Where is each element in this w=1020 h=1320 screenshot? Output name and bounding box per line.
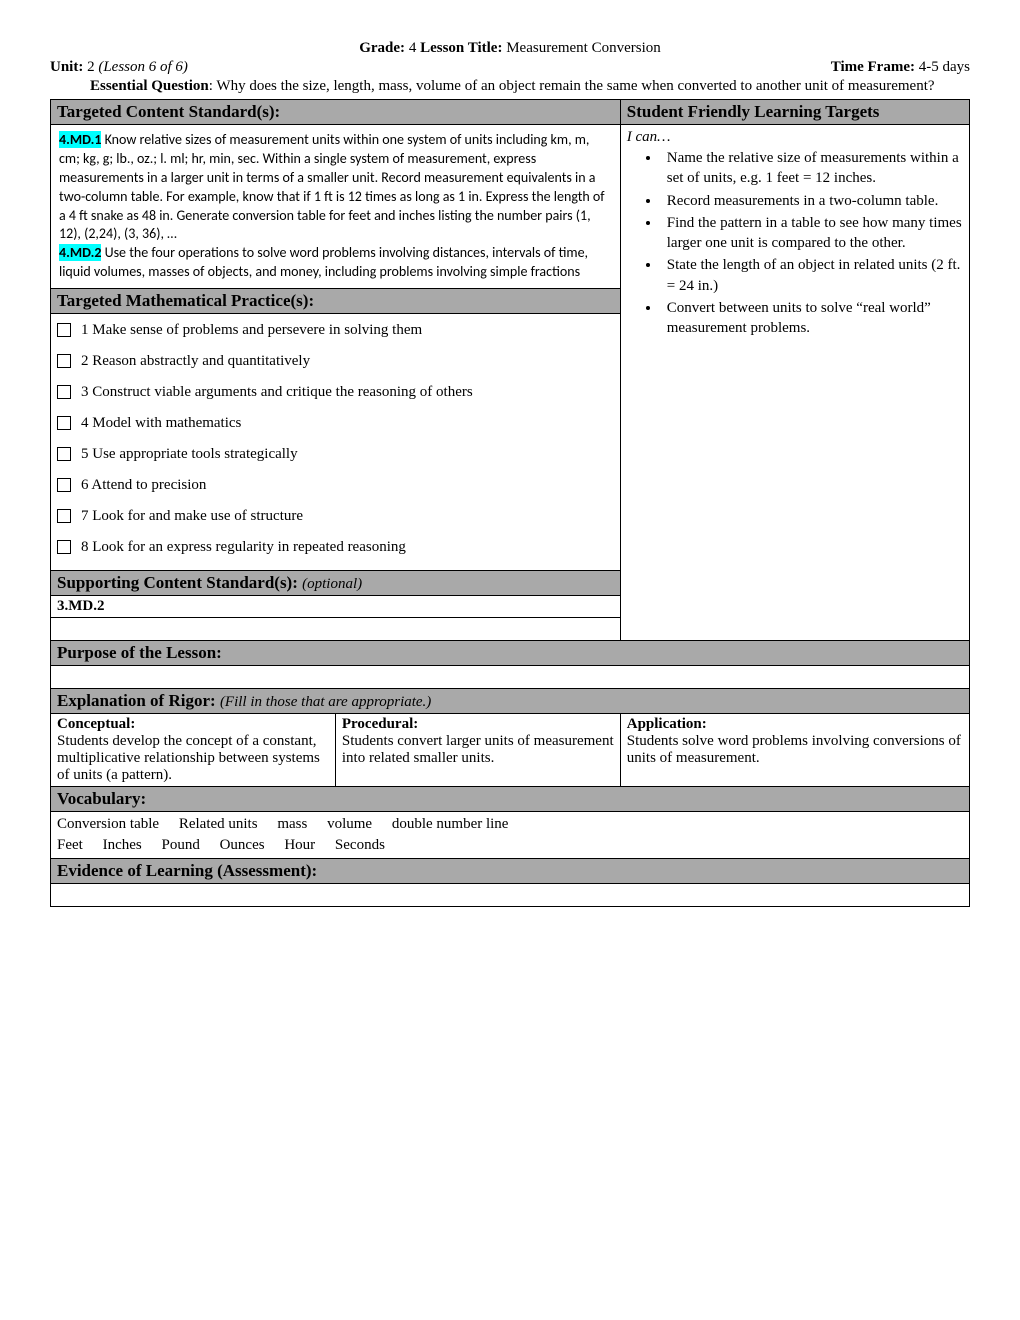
practice-text: 1 Make sense of problems and persevere i… [81, 320, 422, 341]
lesson-title-label: Lesson Title: [420, 40, 502, 56]
checkbox-icon[interactable] [57, 354, 71, 368]
checkbox-icon[interactable] [57, 447, 71, 461]
unit-value: 2 [83, 59, 98, 75]
targeted-content-header: Targeted Content Standard(s): [51, 100, 621, 125]
procedural-text: Students convert larger units of measure… [342, 733, 614, 767]
std1-code: 4.MD.1 [59, 131, 101, 148]
grade-label: Grade: [359, 40, 405, 56]
vocab-term: Hour [284, 837, 315, 853]
practice-item: 6 Attend to precision [57, 475, 614, 496]
spacer-row [51, 618, 621, 641]
vocab-cell: Conversion table Related units mass volu… [51, 812, 970, 859]
learning-targets-header: Student Friendly Learning Targets [620, 100, 969, 125]
practice-item: 7 Look for and make use of structure [57, 506, 614, 527]
vocab-term: mass [277, 816, 307, 832]
std2-text: Use the four operations to solve word pr… [59, 244, 588, 280]
checkbox-icon[interactable] [57, 540, 71, 554]
evidence-cell [51, 884, 970, 907]
lesson-title-value: Measurement Conversion [502, 40, 660, 56]
vocab-term: Feet [57, 837, 83, 853]
practice-item: 4 Model with mathematics [57, 413, 614, 434]
std2-code: 4.MD.2 [59, 244, 101, 261]
vocab-term: volume [327, 816, 372, 832]
conceptual-label: Conceptual: [57, 716, 329, 733]
vocab-term: Seconds [335, 837, 385, 853]
content-standards-cell: 4.MD.1 Know relative sizes of measuremen… [51, 125, 621, 289]
vocab-header: Vocabulary: [51, 787, 970, 812]
practice-item: 2 Reason abstractly and quantitatively [57, 351, 614, 372]
checkbox-icon[interactable] [57, 385, 71, 399]
procedural-cell: Procedural: Students convert larger unit… [335, 714, 620, 787]
target-item: Convert between units to solve “real wor… [661, 298, 963, 339]
practice-text: 7 Look for and make use of structure [81, 506, 303, 527]
rigor-note: (Fill in those that are appropriate.) [220, 694, 431, 710]
supporting-header-text: Supporting Content Standard(s): [57, 573, 302, 592]
i-can-text: I can… [627, 129, 671, 145]
vocab-term: Inches [103, 837, 142, 853]
conceptual-text: Students develop the concept of a consta… [57, 733, 329, 784]
learning-targets-cell: I can… Name the relative size of measure… [620, 125, 969, 641]
practice-text: 2 Reason abstractly and quantitatively [81, 351, 310, 372]
practice-item: 8 Look for an express regularity in repe… [57, 537, 614, 558]
target-item: Find the pattern in a table to see how m… [661, 213, 963, 254]
rigor-header-text: Explanation of Rigor: [57, 691, 220, 710]
practice-item: 5 Use appropriate tools strategically [57, 444, 614, 465]
application-cell: Application: Students solve word problem… [620, 714, 969, 787]
supporting-header: Supporting Content Standard(s): (optiona… [51, 571, 621, 596]
essential-q-label: Essential Question [90, 78, 209, 94]
application-label: Application: [627, 716, 963, 733]
purpose-cell [51, 666, 970, 689]
lesson-plan-table: Targeted Content Standard(s): Student Fr… [50, 99, 970, 907]
supporting-optional: (optional) [302, 576, 362, 592]
application-text: Students solve word problems involving c… [627, 733, 963, 767]
target-item: Name the relative size of measurements w… [661, 148, 963, 189]
practice-text: 6 Attend to precision [81, 475, 206, 496]
target-item: State the length of an object in related… [661, 255, 963, 296]
practices-header: Targeted Mathematical Practice(s): [51, 289, 621, 314]
practice-item: 1 Make sense of problems and persevere i… [57, 320, 614, 341]
header-title-line: Grade: 4 Lesson Title: Measurement Conve… [50, 40, 970, 57]
header-unit-line: Unit: 2 (Lesson 6 of 6) Time Frame: 4-5 … [50, 59, 970, 76]
rigor-header: Explanation of Rigor: (Fill in those tha… [51, 689, 970, 714]
vocab-term: Conversion table [57, 816, 159, 832]
checkbox-icon[interactable] [57, 416, 71, 430]
purpose-header: Purpose of the Lesson: [51, 641, 970, 666]
targets-list: Name the relative size of measurements w… [627, 148, 963, 338]
checkbox-icon[interactable] [57, 509, 71, 523]
vocab-term: double number line [392, 816, 509, 832]
procedural-label: Procedural: [342, 716, 614, 733]
std1-text: Know relative sizes of measurement units… [59, 131, 605, 242]
supporting-value: 3.MD.2 [51, 596, 621, 618]
practice-text: 8 Look for an express regularity in repe… [81, 537, 406, 558]
time-frame-label: Time Frame: [831, 59, 915, 75]
practice-item: 3 Construct viable arguments and critiqu… [57, 382, 614, 403]
practices-cell: 1 Make sense of problems and persevere i… [51, 314, 621, 571]
vocab-term: Pound [161, 837, 199, 853]
practice-text: 4 Model with mathematics [81, 413, 241, 434]
grade-value: 4 [405, 40, 420, 56]
unit-lesson: (Lesson 6 of 6) [98, 59, 188, 75]
practice-text: 5 Use appropriate tools strategically [81, 444, 298, 465]
essential-q-text: : Why does the size, length, mass, volum… [209, 78, 935, 94]
vocab-term: Related units [179, 816, 258, 832]
checkbox-icon[interactable] [57, 478, 71, 492]
essential-question: Essential Question: Why does the size, l… [90, 78, 970, 95]
unit-label: Unit: [50, 59, 83, 75]
vocab-term: Ounces [220, 837, 265, 853]
checkbox-icon[interactable] [57, 323, 71, 337]
practice-text: 3 Construct viable arguments and critiqu… [81, 382, 473, 403]
evidence-header: Evidence of Learning (Assessment): [51, 859, 970, 884]
conceptual-cell: Conceptual: Students develop the concept… [51, 714, 336, 787]
target-item: Record measurements in a two-column tabl… [661, 191, 963, 211]
time-frame-value: 4-5 days [915, 59, 970, 75]
